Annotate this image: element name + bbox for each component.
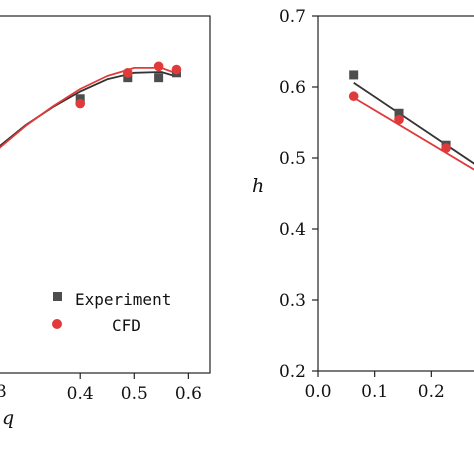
legend: Experiment CFD xyxy=(52,290,171,335)
right-y-tick-label: 0.2 xyxy=(279,362,306,382)
right-point-cfd xyxy=(348,91,359,102)
right-fit-line-cfd xyxy=(353,96,474,171)
left-x-axis-title: q xyxy=(2,407,14,429)
left-x-tick-label: 0.4 xyxy=(67,384,94,404)
left-point-experiment xyxy=(154,73,164,83)
left-plot-frame xyxy=(0,15,211,374)
legend-cfd-label: CFD xyxy=(112,316,141,335)
legend-experiment-marker xyxy=(53,292,62,301)
left-point-cfd xyxy=(75,98,86,109)
left-point-experiment xyxy=(75,94,85,104)
right-plot-frame xyxy=(317,15,474,372)
left-point-cfd xyxy=(153,61,164,72)
left-point-cfd xyxy=(122,67,133,78)
right-y-tick-label: 0.5 xyxy=(279,149,306,169)
right-point-cfd xyxy=(394,114,404,125)
right-x-tick-label: 0.2 xyxy=(418,382,445,402)
right-point-cfd xyxy=(441,143,451,153)
right-y-tick-label: 0.4 xyxy=(279,220,306,240)
right-y-tick-label: 0.7 xyxy=(279,7,306,27)
left-point-experiment xyxy=(123,73,133,83)
right-y-tick-label: 0.6 xyxy=(279,78,306,98)
legend-cfd-marker xyxy=(52,319,62,329)
right-fit-line-experiment xyxy=(353,81,474,165)
right-x-tick-label: 0.0 xyxy=(304,382,331,402)
right-y-axis-title: h xyxy=(252,175,264,197)
right-point-experiment xyxy=(394,108,404,118)
right-x-tick-label: 0.1 xyxy=(361,382,388,402)
left-panel: 0.4 0.5 0.6 3 q Experiment CFD xyxy=(0,15,211,429)
right-y-tick-label: 0.3 xyxy=(279,291,306,311)
legend-experiment-label: Experiment xyxy=(75,290,171,309)
left-x-tick-label: 0.6 xyxy=(175,384,202,404)
left-x-tick-label: 0.5 xyxy=(121,384,148,404)
left-fit-line-experiment xyxy=(0,71,176,147)
left-fit-line-cfd xyxy=(0,67,176,149)
right-point-experiment xyxy=(349,70,359,80)
left-point-cfd xyxy=(171,64,182,75)
right-panel: 0.0 0.1 0.2 0.2 0.3 0.4 0.5 0.6 0.7 h xyxy=(252,7,474,402)
left-x-tick-label-partial: 3 xyxy=(0,382,7,402)
